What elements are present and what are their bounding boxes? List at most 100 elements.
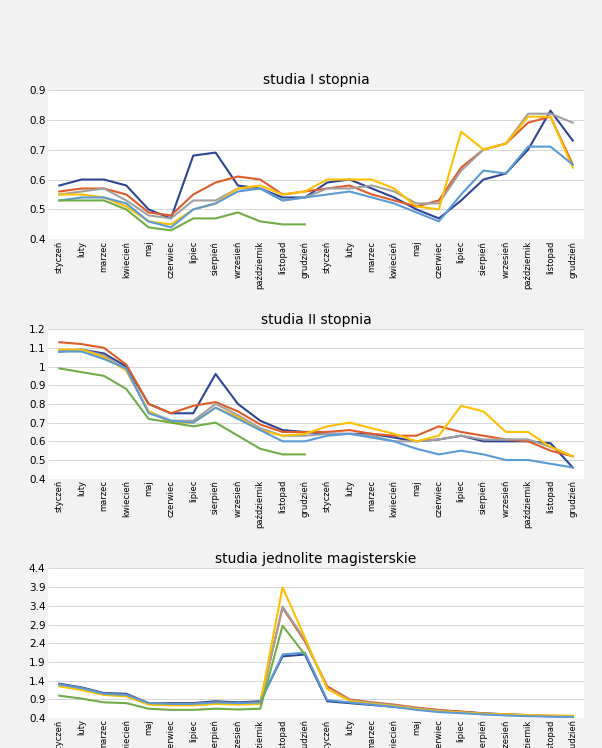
2016 — [524, 118, 532, 127]
2017 — [56, 347, 63, 356]
Line: 2017: 2017 — [60, 114, 573, 218]
2019 — [256, 698, 264, 707]
2020 — [78, 694, 85, 703]
2016 — [56, 337, 63, 346]
2015 — [190, 699, 197, 708]
2019 — [391, 437, 398, 446]
2019 — [234, 414, 241, 423]
2019 — [435, 450, 442, 459]
2017 — [101, 690, 108, 699]
2018 — [78, 190, 85, 199]
2017 — [212, 196, 219, 205]
2018 — [123, 692, 130, 701]
2017 — [78, 345, 85, 354]
2019 — [547, 459, 554, 468]
2019 — [391, 199, 398, 208]
2015 — [78, 683, 85, 692]
2018 — [212, 699, 219, 708]
2015 — [458, 431, 465, 440]
2017 — [279, 431, 286, 440]
2018 — [78, 685, 85, 694]
2015 — [324, 429, 331, 438]
2017 — [256, 423, 264, 432]
2015 — [547, 438, 554, 447]
2020 — [301, 650, 308, 659]
2018 — [569, 163, 576, 172]
2018 — [256, 699, 264, 708]
2015 — [301, 650, 308, 659]
2017 — [167, 214, 175, 223]
2019 — [123, 199, 130, 208]
2019 — [190, 418, 197, 427]
2018 — [569, 452, 576, 461]
2017 — [123, 691, 130, 700]
2016 — [391, 196, 398, 205]
2019 — [502, 169, 509, 178]
2018 — [480, 407, 487, 416]
2019 — [212, 403, 219, 412]
2018 — [324, 175, 331, 184]
2017 — [101, 184, 108, 193]
2016 — [212, 178, 219, 187]
2016 — [256, 698, 264, 707]
2017 — [368, 699, 376, 708]
2015 — [190, 151, 197, 160]
2019 — [256, 426, 264, 435]
2016 — [145, 399, 152, 408]
2018 — [480, 145, 487, 154]
2018 — [324, 684, 331, 693]
2020 — [234, 705, 241, 714]
2019 — [435, 217, 442, 226]
2015 — [413, 437, 420, 446]
2019 — [458, 446, 465, 455]
2019 — [56, 347, 63, 356]
Line: 2016: 2016 — [60, 342, 573, 456]
2020 — [123, 384, 130, 393]
2017 — [368, 431, 376, 440]
2020 — [190, 705, 197, 714]
2016 — [502, 710, 509, 719]
2020 — [56, 364, 63, 373]
2020 — [123, 205, 130, 214]
2018 — [234, 413, 241, 422]
2016 — [212, 398, 219, 407]
2018 — [234, 184, 241, 193]
2017 — [547, 712, 554, 721]
2018 — [167, 701, 175, 710]
2019 — [145, 699, 152, 708]
2017 — [324, 429, 331, 438]
2016 — [234, 172, 241, 181]
2015 — [368, 429, 376, 438]
2020 — [78, 368, 85, 377]
2018 — [458, 127, 465, 136]
2017 — [301, 193, 308, 202]
2019 — [101, 355, 108, 364]
2017 — [56, 190, 63, 199]
2019 — [391, 702, 398, 711]
2016 — [413, 202, 420, 211]
2018 — [502, 427, 509, 436]
2018 — [301, 429, 308, 438]
2015 — [368, 184, 376, 193]
2019 — [480, 166, 487, 175]
2018 — [190, 205, 197, 214]
2018 — [368, 699, 376, 708]
2018 — [145, 700, 152, 709]
2016 — [547, 711, 554, 720]
2016 — [458, 163, 465, 172]
2018 — [346, 696, 353, 705]
2016 — [301, 187, 308, 196]
2017 — [78, 684, 85, 693]
2017 — [145, 699, 152, 708]
2015 — [145, 205, 152, 214]
2017 — [435, 706, 442, 715]
2015 — [346, 175, 353, 184]
2017 — [234, 184, 241, 193]
2017 — [279, 602, 286, 611]
2016 — [256, 175, 264, 184]
2018 — [346, 175, 353, 184]
2018 — [123, 366, 130, 375]
2018 — [391, 429, 398, 438]
2015 — [167, 408, 175, 417]
2015 — [391, 193, 398, 202]
